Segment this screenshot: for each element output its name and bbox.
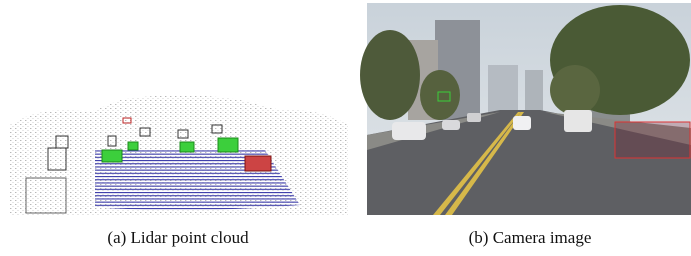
figure-images: [0, 0, 691, 220]
figure: (a) Lidar point cloud (b) Camera image: [0, 0, 691, 256]
caption: (a) Lidar point cloud: [78, 228, 278, 248]
lidar-image: [10, 95, 348, 215]
camera-image: [360, 3, 691, 215]
page: {"figure": {"subfigures": [{"caption": "…: [0, 0, 691, 256]
caption: (b) Camera image: [430, 228, 630, 248]
